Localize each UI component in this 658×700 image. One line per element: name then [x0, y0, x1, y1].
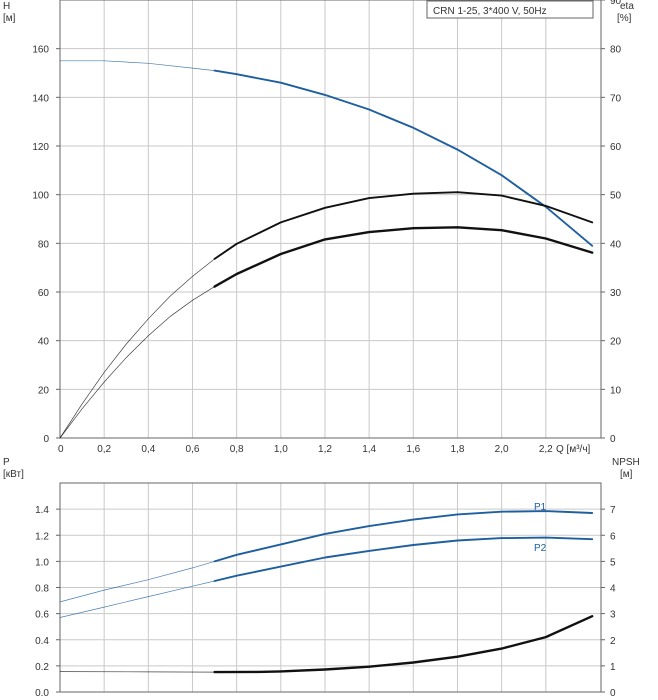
- curve-segment-operating-bottom-1: [213, 536, 594, 582]
- curve-segment-operating-bottom-0: [213, 510, 594, 563]
- x-tick-label: 1,6: [406, 444, 420, 455]
- x-tick-label: 0,2: [97, 444, 111, 455]
- npsh-tick-label: 3: [610, 610, 616, 621]
- h-tick-label: 120: [32, 142, 49, 153]
- eta-axis-label: eta: [620, 1, 634, 12]
- h-tick-label: 20: [38, 385, 50, 396]
- top-curves: [59, 60, 594, 439]
- npsh-tick-label: 6: [610, 531, 616, 542]
- curve-segment-extended-bottom-0: [59, 561, 215, 603]
- h-tick-label: 60: [38, 288, 50, 299]
- x-tick-label: 0,6: [186, 444, 200, 455]
- curve-segment-extended-top-1: [59, 258, 215, 439]
- eta-tick-label: 20: [610, 337, 622, 348]
- eta-tick-label: 10: [610, 385, 622, 396]
- x-tick-label: 1,0: [274, 444, 288, 455]
- x-tick-label: 1,4: [362, 444, 376, 455]
- h-tick-label: 100: [32, 191, 49, 202]
- npsh-tick-label: 4: [610, 584, 616, 595]
- top-grid: [60, 0, 601, 438]
- h-axis-label: H: [3, 1, 10, 12]
- chart-title: CRN 1-25, 3*400 V, 50Hz: [433, 6, 547, 17]
- npsh-tick-label: 7: [610, 505, 616, 516]
- eta-tick-label: 40: [610, 239, 622, 250]
- curve-segment-operating-top-1: [213, 191, 594, 260]
- p-tick-label: 1.4: [35, 505, 49, 516]
- bottom-panel: 0.0 0.2 0.4 0.6 0.8 1.0 1.2 1.4 0 1 2 3 4 5 6 7 P [кВт]…: [3, 457, 640, 699]
- eta-axis-unit: [%]: [617, 13, 632, 24]
- npsh-tick-label: 1: [610, 662, 616, 673]
- x-tick-label: 0,8: [230, 444, 244, 455]
- p-tick-label: 0.2: [35, 662, 49, 673]
- h-tick-label: 140: [32, 93, 49, 104]
- bottom-curves: [59, 510, 594, 674]
- npsh-tick-label: 5: [610, 557, 616, 568]
- p-axis-unit: [кВт]: [3, 469, 24, 480]
- eta-tick-label: 60: [610, 142, 622, 153]
- curve-segment-operating-bottom-2: [213, 615, 594, 674]
- eta-tick-label: 90: [610, 0, 622, 7]
- curve-segment-extended-top-2: [59, 286, 215, 439]
- eta-tick-label: 30: [610, 288, 622, 299]
- top-ticks: 0 0,2 0,4 0,6 0,8 1,0 1,2 1,4 1,6 1,8 2,0 2,2 0 10 20 3…: [32, 0, 622, 455]
- title-box: [426, 0, 594, 19]
- x-tick-label: 2,2: [539, 444, 553, 455]
- series-label-p2: P2: [534, 543, 547, 554]
- bottom-ticks: 0.0 0.2 0.4 0.6 0.8 1.0 1.2 1.4 0 1 2 3 4 5 6 7: [35, 505, 616, 699]
- npsh-tick-label: 2: [610, 636, 616, 647]
- series-label-p1: P1: [534, 502, 547, 513]
- p-tick-label: 1.2: [35, 531, 49, 542]
- curve-segment-operating-top-2: [213, 226, 594, 288]
- top-panel: 0 0,2 0,4 0,6 0,8 1,0 1,2 1,4 1,6 1,8 2,0 2,2 0 10 20 3…: [3, 0, 634, 455]
- h-tick-label: 160: [32, 45, 49, 56]
- curve-segment-operating-top-0: [213, 69, 594, 247]
- p-tick-label: 1.0: [35, 557, 49, 568]
- curve-segment-extended-top-0: [60, 60, 215, 71]
- p-tick-label: 0.0: [35, 688, 49, 699]
- eta-tick-label: 80: [610, 45, 622, 56]
- eta-tick-label: 50: [610, 191, 622, 202]
- x-tick-label: 0,4: [141, 444, 155, 455]
- x-tick-label: 0: [58, 444, 64, 455]
- npsh-tick-label: 0: [610, 688, 616, 699]
- curve-segment-extended-bottom-1: [59, 580, 215, 618]
- h-tick-label: 0: [43, 434, 49, 445]
- npsh-axis-label: NPSH: [612, 457, 640, 468]
- p-tick-label: 0.8: [35, 584, 49, 595]
- p-tick-label: 0.6: [35, 610, 49, 621]
- q-axis-label: Q [м³/ч]: [556, 444, 591, 455]
- top-frame: [59, 0, 602, 439]
- p-axis-label: P: [3, 457, 10, 468]
- eta-tick-label: 0: [610, 434, 616, 445]
- h-axis-unit: [м]: [3, 13, 16, 24]
- h-tick-label: 80: [38, 239, 50, 250]
- curve-segment-extended-bottom-2: [59, 671, 215, 673]
- x-tick-label: 1,8: [451, 444, 465, 455]
- x-tick-label: 1,2: [318, 444, 332, 455]
- p-tick-label: 0.4: [35, 636, 49, 647]
- bottom-grid: [60, 483, 601, 692]
- h-tick-label: 40: [38, 337, 50, 348]
- npsh-axis-unit: [м]: [620, 469, 633, 480]
- x-tick-label: 2,0: [495, 444, 509, 455]
- eta-tick-label: 70: [610, 93, 622, 104]
